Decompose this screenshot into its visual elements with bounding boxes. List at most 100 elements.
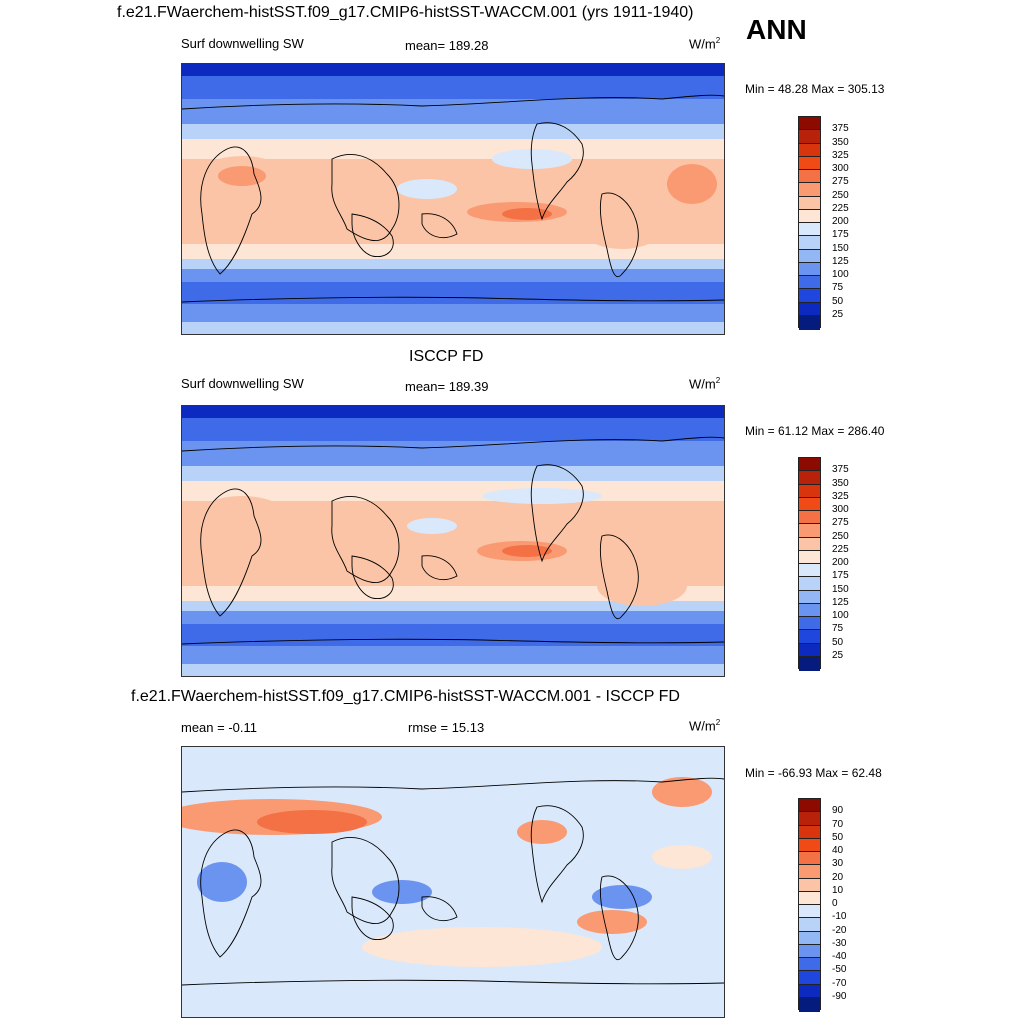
colorbar-tick-label: 375 bbox=[832, 464, 849, 476]
colorbar-swatch bbox=[799, 825, 820, 840]
panel1-map bbox=[181, 63, 725, 335]
colorbar-swatch bbox=[799, 497, 820, 512]
colorbar-swatch bbox=[799, 289, 820, 303]
map-band bbox=[182, 269, 724, 282]
map-field-region bbox=[577, 910, 647, 934]
coastline bbox=[599, 534, 639, 619]
colorbar-frame bbox=[798, 116, 821, 330]
panel3-rmse-label: rmse = 15.13 bbox=[408, 720, 485, 735]
panel2-left-label: Surf downwelling SW bbox=[181, 376, 304, 391]
coastline bbox=[530, 464, 584, 563]
map-band bbox=[182, 747, 724, 1017]
colorbar-separator bbox=[798, 301, 821, 303]
colorbar-swatch bbox=[799, 865, 820, 879]
map-field-region bbox=[218, 166, 266, 186]
colorbar-swatch bbox=[799, 471, 820, 485]
colorbar-tick-label: 200 bbox=[832, 216, 849, 227]
map-band bbox=[182, 624, 724, 646]
colorbar-tick-label: 75 bbox=[832, 623, 844, 635]
colorbar-tick-label: 325 bbox=[832, 490, 849, 502]
map-band bbox=[182, 259, 724, 269]
colorbar-swatch bbox=[799, 537, 820, 552]
coastline bbox=[182, 94, 724, 110]
colorbar-separator bbox=[798, 248, 821, 250]
panel2-colorbar: 375 350 325 300 275 250 225 200 175 150 125 100 75 50… bbox=[798, 457, 868, 671]
colorbar-swatch bbox=[799, 958, 820, 972]
colorbar-swatch bbox=[799, 183, 820, 197]
colorbar-tick-label: 225 bbox=[832, 543, 849, 555]
colorbar-tick-label: 350 bbox=[832, 477, 849, 489]
map-field-region bbox=[652, 845, 712, 869]
map-field-region bbox=[652, 777, 712, 807]
map-field-region bbox=[262, 513, 372, 549]
colorbar-swatch bbox=[799, 196, 820, 211]
colorbar-tick-label: 50 bbox=[832, 636, 844, 648]
colorbar-tick-label: 150 bbox=[832, 583, 849, 595]
colorbar-separator bbox=[798, 483, 821, 485]
colorbar-frame bbox=[798, 457, 821, 671]
colorbar-tick-label: -30 bbox=[832, 937, 847, 949]
colorbar-separator bbox=[798, 917, 821, 919]
colorbar-separator bbox=[798, 208, 821, 210]
colorbar-swatch bbox=[799, 209, 820, 224]
panel1-left-label: Surf downwelling SW bbox=[181, 36, 304, 51]
map-field-region bbox=[262, 174, 382, 214]
panel1-colorbar: 375 350 325 300 275 250 225 200 175 150 125 100 75 50… bbox=[798, 116, 868, 330]
map-band bbox=[182, 99, 724, 124]
map-field-region bbox=[597, 566, 687, 606]
colorbar-swatch bbox=[799, 617, 820, 631]
panel1-mean-label: mean= 189.28 bbox=[405, 38, 489, 53]
colorbar-separator bbox=[798, 235, 821, 237]
colorbar-tick-label: 250 bbox=[832, 189, 849, 201]
colorbar-separator bbox=[798, 195, 821, 197]
coastline bbox=[599, 192, 639, 277]
colorbar-separator bbox=[798, 890, 821, 892]
colorbar-tick-label: 150 bbox=[832, 242, 849, 254]
map-band bbox=[182, 664, 724, 676]
colorbar-tick-label: 125 bbox=[832, 255, 849, 267]
map-field-region bbox=[362, 927, 602, 967]
coastline bbox=[182, 638, 724, 645]
coastline bbox=[200, 146, 262, 275]
colorbar-separator bbox=[798, 288, 821, 290]
coastline bbox=[182, 436, 724, 452]
panel1-units: W/m2 bbox=[689, 36, 721, 52]
colorbar-tick-label: 40 bbox=[832, 845, 844, 856]
colorbar-separator bbox=[798, 629, 821, 631]
colorbar-separator bbox=[798, 155, 821, 157]
colorbar-tick-label: 175 bbox=[832, 229, 849, 241]
colorbar-separator bbox=[798, 642, 821, 644]
colorbar-tick-label: 325 bbox=[832, 149, 849, 161]
colorbar-separator bbox=[798, 957, 821, 958]
coastline bbox=[182, 979, 724, 986]
colorbar-swatch bbox=[799, 315, 820, 330]
colorbar-tick-label: 90 bbox=[832, 805, 844, 817]
colorbar-tick-label: 70 bbox=[832, 818, 844, 830]
colorbar-separator bbox=[798, 930, 821, 932]
coastline bbox=[182, 296, 724, 303]
colorbar-swatch bbox=[799, 838, 820, 853]
map-band bbox=[182, 601, 724, 611]
coastline bbox=[200, 829, 262, 958]
colorbar-swatch bbox=[799, 812, 820, 826]
map-field bbox=[182, 747, 724, 1017]
colorbar-separator bbox=[798, 996, 821, 998]
panel3-minmax: Min = -66.93 Max = 62.48 bbox=[745, 766, 882, 780]
colorbar-separator bbox=[798, 523, 821, 525]
colorbar-separator bbox=[798, 182, 821, 184]
map-field-region bbox=[197, 862, 247, 902]
colorbar-swatch bbox=[799, 656, 820, 671]
panel2-map bbox=[181, 405, 725, 677]
colorbar-tick-label: -40 bbox=[832, 951, 847, 962]
colorbar-tick-label: 175 bbox=[832, 570, 849, 582]
colorbar-separator bbox=[798, 970, 821, 972]
colorbar-separator bbox=[798, 837, 821, 839]
colorbar-tick-label: -90 bbox=[832, 990, 847, 1002]
panel2-minmax: Min = 61.12 Max = 286.40 bbox=[745, 424, 885, 438]
map-band bbox=[182, 139, 724, 159]
map-band bbox=[182, 76, 724, 99]
panel3-title: f.e21.FWaerchem-histSST.f09_g17.CMIP6-hi… bbox=[131, 688, 680, 705]
coastline bbox=[351, 555, 394, 599]
map-field-region bbox=[372, 880, 432, 904]
colorbar-swatch bbox=[799, 905, 820, 919]
